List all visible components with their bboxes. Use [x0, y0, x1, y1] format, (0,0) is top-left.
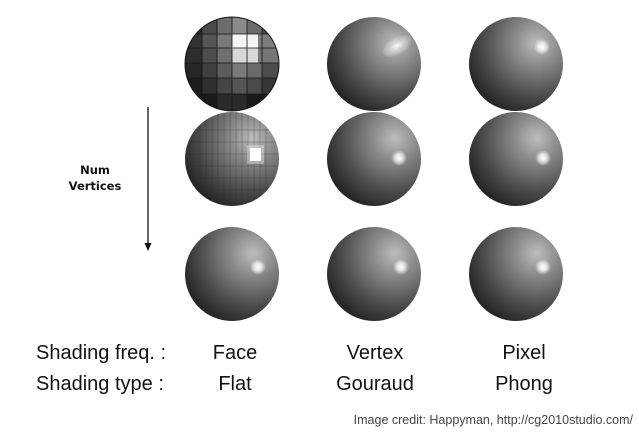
type-gouraud: Gouraud — [336, 373, 414, 395]
shading-frequency-label: Shading freq. : — [36, 342, 167, 364]
sphere-flat-medium — [185, 112, 279, 206]
image-credit: Image credit: Happyman, http://cg2010stu… — [353, 413, 633, 427]
num-vertices-label: Num Vertices — [60, 162, 130, 194]
vertices-arrow — [144, 107, 152, 251]
type-flat: Flat — [218, 373, 252, 395]
num-vertices-label-line1: Num — [80, 163, 110, 177]
sphere-gouraud-low — [327, 17, 421, 111]
type-phong: Phong — [495, 373, 553, 395]
shading-type-label: Shading type : — [36, 373, 164, 395]
sphere-gouraud-high — [327, 227, 421, 321]
sphere-flat-low — [184, 16, 280, 112]
sphere-phong-high — [469, 227, 563, 321]
sphere-gouraud-medium — [327, 112, 421, 206]
frequency-face: Face — [212, 342, 258, 364]
num-vertices-label-line2: Vertices — [68, 179, 122, 193]
sphere-phong-low — [469, 17, 563, 111]
sphere-phong-medium — [469, 112, 563, 206]
frequency-pixel: Pixel — [502, 342, 546, 364]
frequency-vertex: Vertex — [346, 342, 404, 364]
sphere-flat-high — [185, 227, 279, 321]
